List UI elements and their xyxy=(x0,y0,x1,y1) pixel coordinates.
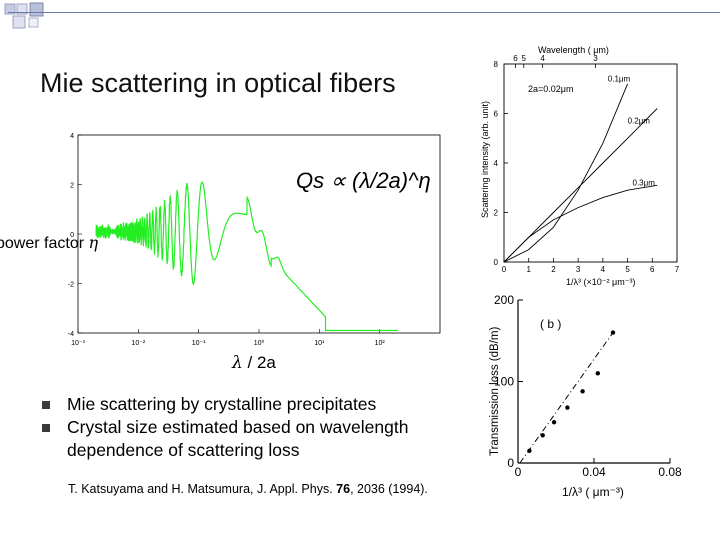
x-tick-label: 7 xyxy=(675,265,680,274)
transmission-loss-chart: Transmission loss (dB/m) ( b ) 0 0.04 0.08… xyxy=(489,293,682,499)
data-point xyxy=(527,448,532,453)
bullet-marker xyxy=(42,424,50,432)
series-label: 0.2μm xyxy=(628,116,651,125)
data-point xyxy=(540,433,545,438)
y-tick-label: 100 xyxy=(494,375,514,389)
top-tick-label: 5 xyxy=(522,54,527,63)
bullet-item: Crystal size estimated based on waveleng… xyxy=(40,416,470,462)
x-axis-title: 1/λ³ (×10⁻² μm⁻³) xyxy=(566,277,635,287)
y-axis-title: Scattering intensity (arb. unit) xyxy=(480,101,490,218)
y-tick-label: 200 xyxy=(494,293,514,307)
data-point xyxy=(610,330,616,335)
data-point xyxy=(595,371,600,376)
y-tick-label: 0 xyxy=(70,232,74,239)
corner-decoration xyxy=(4,2,44,29)
x-tick-label: 5 xyxy=(625,265,630,274)
y-tick-label: 8 xyxy=(494,60,499,69)
bullet-list: Mie scattering by crystalline precipitat… xyxy=(40,393,470,462)
x-tick-label: 10⁻² xyxy=(131,340,145,347)
formula-label: Qs ∝ (λ/2a)^η xyxy=(296,168,431,193)
y-tick-label: 4 xyxy=(494,159,499,168)
y-axis-title: Transmission loss (dB/m) xyxy=(489,327,501,456)
top-tick-label: 6 xyxy=(513,54,518,63)
chart1-axes: 10⁻³ 10⁻² 10⁻¹ 10⁰ 10¹ 10² 4 2 0 -2 -4 xyxy=(68,133,386,347)
x-tick-label: 0.04 xyxy=(582,465,606,479)
series-line xyxy=(503,83,629,263)
x-tick-label: 6 xyxy=(650,265,655,274)
x-tick-label: 10² xyxy=(375,340,386,347)
y-tick-label: 6 xyxy=(494,110,499,119)
x-tick-label: 0 xyxy=(502,265,507,274)
chart3-marks: 0 0.04 0.08 0 100 200 xyxy=(494,293,682,479)
series-label: 0.1μm xyxy=(608,74,631,83)
series-line xyxy=(503,184,658,263)
y-tick-label: 2 xyxy=(494,209,499,218)
y-tick-label: 0 xyxy=(494,258,499,267)
bullet-item: Mie scattering by crystalline precipitat… xyxy=(40,393,470,416)
x-tick-label: 10⁻³ xyxy=(71,340,85,347)
x-tick-label: 4 xyxy=(601,265,606,274)
y-tick-label: 2 xyxy=(70,183,74,190)
y-tick-label: -4 xyxy=(68,331,74,338)
x-tick-label: 3 xyxy=(576,265,581,274)
top-tick-label: 4 xyxy=(540,54,545,63)
bullet-marker xyxy=(42,401,50,409)
chart2-annotation: 2a=0.02μm xyxy=(528,84,573,94)
y-tick-label: 0 xyxy=(507,456,514,470)
data-point xyxy=(551,420,557,425)
data-point xyxy=(565,405,570,410)
data-point xyxy=(580,389,585,394)
x-axis-title: 1/λ³ ( μm⁻³) xyxy=(562,485,624,499)
y-tick-label: 4 xyxy=(70,133,74,140)
x-tick-label: 2 xyxy=(551,265,556,274)
x-tick-label: 1 xyxy=(526,265,531,274)
top-axis-label: Wavelength ( μm) xyxy=(538,45,609,55)
x-tick-label: 10⁰ xyxy=(254,339,265,347)
scattering-intensity-chart: Wavelength ( μm) Scattering intensity (a… xyxy=(480,45,680,287)
slide-title: Mie scattering in optical fibers xyxy=(40,68,396,98)
top-tick-label: 3 xyxy=(593,54,598,63)
x-tick-label: 0 xyxy=(515,465,522,479)
mie-power-factor-chart: 10⁻³ 10⁻² 10⁻¹ 10⁰ 10¹ 10² 4 2 0 -2 -4 Qs ∝ (λ/2a)… xyxy=(68,133,441,347)
y-tick-label: -2 xyxy=(68,282,74,289)
x-axis-label: λ / 2a xyxy=(232,353,276,373)
power-factor-curve xyxy=(95,181,398,332)
x-tick-label: 10⁻¹ xyxy=(192,340,206,347)
panel-label: ( b ) xyxy=(540,317,561,331)
fit-line xyxy=(519,332,614,464)
header-rule xyxy=(8,12,720,13)
reference-citation: T. Katsuyama and H. Matsumura, J. Appl. … xyxy=(68,482,428,496)
y-axis-label: power factor η xyxy=(0,233,99,252)
series-label: 0.3μm xyxy=(633,178,656,187)
x-tick-label: 0.08 xyxy=(658,465,682,479)
x-tick-label: 10¹ xyxy=(314,340,325,347)
